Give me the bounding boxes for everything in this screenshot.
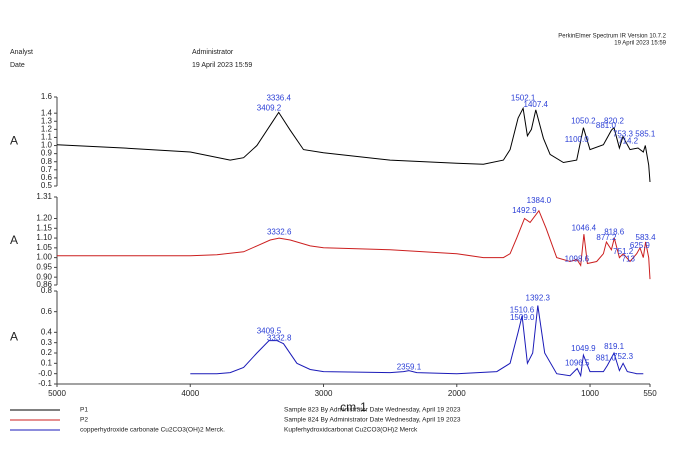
y-tick-label: -0.1 bbox=[38, 379, 52, 388]
y-tick-label: 1.05 bbox=[36, 243, 52, 252]
legend-description: Kupferhydroxidcarbonat Cu2CO3(OH)2 Merck bbox=[284, 427, 418, 434]
y-tick-label: 1.1 bbox=[41, 133, 53, 142]
y-tick-label: 0.5 bbox=[41, 181, 53, 190]
peak-label: 877.2 bbox=[596, 233, 617, 242]
y-tick-label: -0.0 bbox=[38, 369, 52, 378]
peak-label: 3409.2 bbox=[257, 103, 282, 112]
peak-label: 751.2 bbox=[613, 247, 634, 256]
y-tick-label: 1.6 bbox=[41, 92, 53, 101]
y-tick-label: 1.2 bbox=[41, 124, 53, 133]
peak-label: 585.1 bbox=[635, 129, 656, 138]
date-label: Date bbox=[10, 62, 25, 69]
y-tick-label: 0.6 bbox=[41, 173, 53, 182]
peak-label: 2359.1 bbox=[397, 363, 422, 372]
y-axis-label: A bbox=[10, 233, 18, 247]
peak-label: 881.0 bbox=[596, 353, 617, 362]
peak-label: 1392.3 bbox=[526, 293, 551, 302]
peak-label: 1492.9 bbox=[512, 206, 537, 215]
peak-label: 1046.4 bbox=[572, 223, 597, 232]
peak-label: 1407.4 bbox=[524, 100, 549, 109]
y-tick-label: 0.1 bbox=[41, 358, 53, 367]
peak-label: 819.1 bbox=[604, 342, 625, 351]
y-tick-label: 0.3 bbox=[41, 338, 53, 347]
y-axis-label: A bbox=[10, 134, 18, 148]
y-tick-label: 0.9 bbox=[41, 149, 53, 158]
peak-label: 3332.6 bbox=[267, 227, 292, 236]
y-axis-label: A bbox=[10, 330, 18, 344]
y-tick-label: 1.3 bbox=[41, 116, 53, 125]
x-tick-label: 2000 bbox=[448, 389, 466, 398]
y-tick-label: 1.15 bbox=[36, 223, 52, 232]
peak-label: 625.9 bbox=[630, 241, 651, 250]
peak-label: 1100.0 bbox=[565, 135, 589, 144]
peak-label: 1384.0 bbox=[527, 196, 552, 205]
y-tick-label: 0.6 bbox=[41, 307, 53, 316]
peak-label: 818.6 bbox=[604, 227, 625, 236]
spectrum-line bbox=[56, 106, 651, 183]
peak-label: 1096.5 bbox=[565, 358, 590, 367]
peak-label: 1502.1 bbox=[511, 94, 536, 103]
software-version: PerkinElmer Spectrum IR Version 10.7.2 bbox=[558, 34, 666, 40]
peak-label: 714.2 bbox=[618, 137, 639, 146]
legend-description: Sample 823 By Administrator Date Wednesd… bbox=[284, 407, 461, 414]
x-tick-label: 3000 bbox=[315, 389, 333, 398]
peak-label: 3336.4 bbox=[266, 94, 291, 103]
peak-label: 881.0 bbox=[596, 121, 617, 130]
peak-label: 753.3 bbox=[613, 129, 634, 138]
y-tick-label: 1.4 bbox=[41, 108, 53, 117]
y-tick-label: 0.86 bbox=[36, 280, 52, 289]
x-tick-label: 550 bbox=[643, 389, 657, 398]
legend-name: P1 bbox=[80, 407, 88, 414]
y-tick-label: 0.2 bbox=[41, 348, 53, 357]
y-tick-label: 0.4 bbox=[41, 327, 53, 336]
legend-description: Sample 824 By Administrator Date Wednesd… bbox=[284, 417, 461, 424]
y-tick-label: 1.10 bbox=[36, 233, 52, 242]
spectrum-line bbox=[190, 305, 644, 378]
x-axis-label: cm-1 bbox=[340, 400, 367, 414]
y-tick-label: 0.95 bbox=[36, 263, 52, 272]
analyst-label: Analyst bbox=[10, 49, 33, 56]
peak-label: 583.4 bbox=[636, 233, 657, 242]
peak-label: 1510.6 bbox=[510, 306, 535, 315]
x-tick-label: 4000 bbox=[181, 389, 199, 398]
y-tick-label: 1.20 bbox=[36, 214, 52, 223]
y-tick-label: 0.90 bbox=[36, 272, 52, 281]
peak-label: 3332.8 bbox=[267, 334, 292, 343]
spectrum-line bbox=[57, 209, 651, 280]
y-tick-label: 1.0 bbox=[41, 141, 53, 150]
peak-label: 820.2 bbox=[604, 116, 625, 125]
analyst-value: Administrator bbox=[192, 49, 234, 56]
x-tick-label: 1000 bbox=[581, 389, 599, 398]
y-tick-label: 0.7 bbox=[41, 165, 53, 174]
legend-name: copperhydroxide carbonate Cu2CO3(OH)2 Me… bbox=[80, 427, 225, 434]
y-tick-label: 0.8 bbox=[41, 286, 53, 295]
y-tick-label: 0.8 bbox=[41, 157, 53, 166]
y-tick-label: 1.31 bbox=[36, 192, 52, 201]
y-tick-label: 1.00 bbox=[36, 253, 52, 262]
peak-label: 1509.0 bbox=[510, 313, 535, 322]
peak-label: 3409.5 bbox=[257, 326, 282, 335]
legend-name: P2 bbox=[80, 417, 88, 424]
peak-label: 1098.6 bbox=[565, 255, 590, 264]
peak-label: 1050.2 bbox=[571, 116, 596, 125]
peak-label: 1049.9 bbox=[571, 344, 596, 353]
peak-label: 713 bbox=[622, 255, 636, 264]
report-timestamp: 19 April 2023 15:59 bbox=[614, 41, 666, 47]
x-tick-label: 5000 bbox=[48, 389, 66, 398]
date-value: 19 April 2023 15:59 bbox=[192, 62, 252, 69]
peak-label: 752.3 bbox=[613, 352, 634, 361]
